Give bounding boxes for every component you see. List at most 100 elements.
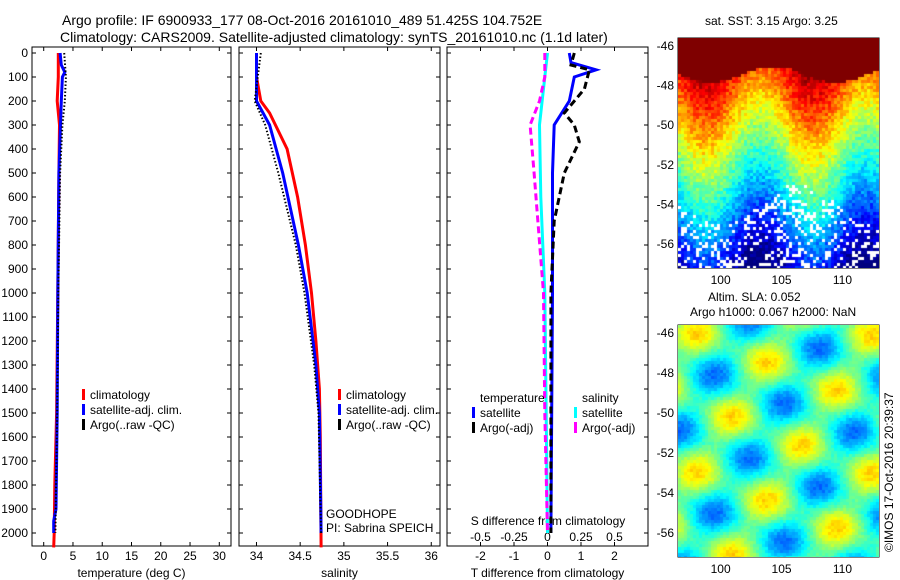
map-x-tick-label: 100 — [711, 562, 731, 576]
legend-swatch — [472, 407, 475, 418]
x-tick-label: 2 — [611, 549, 618, 563]
series-line-argo-raw-qc- — [253, 52, 323, 534]
x-tick-label: 15 — [125, 549, 139, 563]
legend-label: climatology — [90, 388, 150, 402]
map-y-tick-label: -50 — [657, 406, 675, 420]
x2-tick-label: 0.25 — [569, 530, 593, 544]
series-line-t-satellite — [549, 52, 602, 534]
series-line-satellite-adj-clim- — [255, 53, 323, 534]
y-tick-label: 300 — [8, 118, 28, 132]
legend-label: Argo(-adj) — [582, 421, 635, 435]
y-tick-label: 800 — [8, 238, 28, 252]
y-tick-label: 0 — [21, 46, 28, 60]
legend-label: satellite — [480, 406, 521, 420]
x2-tick-label: -0.25 — [500, 530, 528, 544]
x-tick-label: 5 — [70, 549, 77, 563]
map-y-tick-label: -52 — [657, 158, 675, 172]
x-axis-label: salinity — [321, 566, 358, 580]
legend-swatch — [338, 419, 341, 430]
map-x-tick-label: 110 — [833, 562, 852, 576]
map-y-tick-label: -48 — [657, 366, 675, 380]
x-axis-label: temperature (deg C) — [77, 566, 185, 580]
legend-title-salinity: salinity — [582, 391, 619, 405]
y-tick-label: 1400 — [1, 382, 28, 396]
map-y-tick-label: -56 — [657, 237, 675, 251]
series-line-argo-raw-qc- — [54, 52, 67, 534]
y-tick-label: 1500 — [1, 406, 28, 420]
series-line-climatology — [255, 53, 323, 548]
y-tick-label: 1800 — [1, 478, 28, 492]
map-x-tick-label: 105 — [772, 562, 792, 576]
x-tick-label: 36 — [425, 549, 439, 563]
map-y-tick-label: -56 — [657, 526, 675, 540]
map-y-tick-label: -48 — [657, 79, 675, 93]
y-tick-label: 1100 — [2, 310, 28, 324]
map-x-tick-label: 100 — [711, 273, 731, 287]
y-tick-label: 100 — [8, 70, 28, 84]
credit-text: ©IMOS 17-Oct-2016 20:39:37 — [882, 392, 896, 552]
x-tick-label: 0 — [40, 549, 47, 563]
legend-label: Argo(-adj) — [480, 421, 533, 435]
y-tick-label: 900 — [8, 262, 28, 276]
legend-swatch — [82, 419, 85, 430]
annotation-pi: PI: Sabrina SPEICH — [326, 521, 434, 535]
y-tick-label: 1900 — [1, 502, 28, 516]
map-y-tick-label: -54 — [657, 486, 675, 500]
title-line-1: Argo profile: IF 6900933_177 08-Oct-2016… — [62, 12, 543, 28]
map-x-tick-label: 110 — [833, 273, 852, 287]
legend-label: satellite — [582, 406, 623, 420]
x2-tick-label: 0.5 — [606, 530, 623, 544]
map-y-tick-label: -52 — [657, 446, 675, 460]
legend-label: Argo(..raw -QC) — [346, 418, 431, 432]
x-tick-label: 25 — [183, 549, 197, 563]
map-y-tick-label: -46 — [657, 326, 675, 340]
x-tick-label: 34 — [250, 549, 264, 563]
map-x-tick-label: 105 — [772, 273, 792, 287]
x-tick-label: 0 — [544, 549, 551, 563]
sla-map-title: Altim. SLA: 0.052 — [708, 290, 801, 304]
map-y-tick-label: -50 — [657, 118, 675, 132]
map-y-tick-label: -46 — [657, 39, 675, 53]
x-tick-label: 35 — [337, 549, 351, 563]
title-line-2: Climatology: CARS2009. Satellite-adjuste… — [60, 29, 608, 45]
legend-swatch — [82, 389, 85, 400]
x-axis-label: T difference from climatology — [471, 566, 625, 580]
y-tick-label: 700 — [8, 214, 28, 228]
plot-frame-salinity — [238, 46, 441, 547]
annotation-program: GOODHOPE — [326, 507, 397, 521]
series-line-satellite-adj-clim- — [52, 52, 67, 533]
x-tick-label: 30 — [213, 549, 227, 563]
y-tick-label: 500 — [8, 166, 28, 180]
map-y-tick-label: -54 — [657, 198, 675, 212]
x-tick-label: 34.5 — [288, 549, 312, 563]
sst-map-image — [678, 38, 879, 268]
legend-swatch — [574, 407, 577, 418]
x-tick-label: 35.5 — [376, 549, 400, 563]
x-tick-label: 1 — [578, 549, 585, 563]
sla-map-image — [678, 325, 879, 557]
sst-map-title: sat. SST: 3.15 Argo: 3.25 — [705, 14, 838, 28]
legend-swatch — [338, 404, 341, 415]
x-tick-label: -2 — [475, 549, 486, 563]
y-tick-label: 1300 — [1, 358, 28, 372]
series-line-t-argo-adj- — [549, 52, 592, 533]
legend-label: climatology — [346, 388, 406, 402]
legend-label: satellite-adj. clim. — [346, 403, 438, 417]
y-tick-label: 600 — [8, 190, 28, 204]
legend-label: Argo(..raw -QC) — [90, 418, 175, 432]
y-tick-label: 400 — [8, 142, 28, 156]
legend-swatch — [472, 422, 475, 433]
x-tick-label: 20 — [154, 549, 168, 563]
legend-swatch — [338, 389, 341, 400]
y-tick-label: 1200 — [1, 334, 28, 348]
y-tick-label: 1700 — [1, 454, 28, 468]
y-tick-label: 1600 — [1, 430, 28, 444]
legend-title-temperature: temperature — [480, 391, 545, 405]
legend-swatch — [82, 404, 85, 415]
legend-swatch — [574, 422, 577, 433]
series-line-s-argo-adj- — [528, 53, 549, 534]
x-tick-label: 10 — [96, 549, 110, 563]
x2-tick-label: -0.5 — [470, 530, 491, 544]
